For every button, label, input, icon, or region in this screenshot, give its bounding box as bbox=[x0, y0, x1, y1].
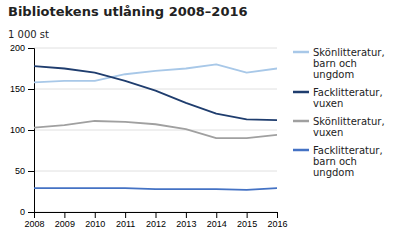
y-tick-mark bbox=[28, 171, 34, 172]
y-tick-label: 150 bbox=[10, 84, 25, 94]
chart: Bibliotekens utlåning 2008–2016200820092… bbox=[0, 0, 393, 234]
lines bbox=[34, 64, 277, 189]
x-tick: 2012 bbox=[146, 212, 166, 229]
legend-item: Skönlitteratur,barn ochungdom bbox=[293, 47, 385, 80]
x-tick-mark bbox=[95, 212, 96, 218]
legend-swatch bbox=[293, 120, 309, 123]
y-tick: 150 bbox=[10, 84, 34, 94]
y-tick: 200 bbox=[10, 43, 34, 53]
grid-line bbox=[34, 48, 277, 49]
plot: 2008 2009 2010 2011 2012 2013 2014 2015 2016 0 50 1… bbox=[10, 43, 288, 229]
x-tick-label: 2012 bbox=[146, 219, 166, 229]
legend-swatch bbox=[293, 51, 309, 54]
legend-swatch bbox=[293, 91, 309, 94]
x-tick-mark bbox=[125, 212, 126, 218]
x-tick: 2010 bbox=[85, 212, 105, 229]
x-axis: 2008 2009 2010 2011 2012 2013 2014 2015 2016 bbox=[24, 212, 287, 229]
x-tick-label: 2014 bbox=[207, 219, 227, 229]
legend-swatch bbox=[293, 149, 309, 152]
x-tick-label: 2008 bbox=[24, 219, 44, 229]
grid bbox=[34, 48, 277, 212]
y-axis: 0 50 100 150 200 bbox=[10, 43, 35, 217]
y-tick: 0 bbox=[20, 207, 34, 217]
y-tick: 50 bbox=[15, 166, 34, 176]
y-tick-label: 0 bbox=[20, 207, 25, 217]
legend-label: Facklitteratur,vuxen bbox=[313, 87, 383, 109]
x-tick-label: 2013 bbox=[176, 219, 196, 229]
series-line bbox=[34, 188, 277, 190]
legend-label: Facklitteratur,barn ochungdom bbox=[313, 145, 383, 178]
grid-line bbox=[34, 89, 277, 90]
title: Bibliotekens utlåning 2008–2016 bbox=[8, 4, 248, 19]
y-tick-label: 200 bbox=[10, 43, 25, 53]
x-tick-mark bbox=[186, 212, 187, 218]
x-axis-line bbox=[35, 213, 278, 219]
x-tick-mark bbox=[64, 212, 65, 218]
x-tick-label: 2011 bbox=[116, 219, 135, 229]
grid-line bbox=[34, 130, 277, 131]
series-line bbox=[34, 121, 277, 138]
legend-label: Skönlitteratur,vuxen bbox=[313, 116, 385, 138]
y-axis-label: 1 000 st bbox=[8, 29, 49, 40]
y-tick: 100 bbox=[10, 125, 34, 135]
x-tick-label: 2015 bbox=[237, 219, 257, 229]
x-tick-label: 2009 bbox=[55, 219, 75, 229]
series-line bbox=[34, 64, 277, 82]
y-axis-line bbox=[28, 49, 35, 213]
y-tick-mark bbox=[28, 89, 34, 90]
x-tick: 2015 bbox=[237, 212, 257, 229]
x-tick: 2013 bbox=[176, 212, 196, 229]
x-tick-mark bbox=[216, 212, 217, 218]
x-tick: 2016 bbox=[267, 212, 287, 229]
x-tick: 2014 bbox=[207, 212, 227, 229]
x-tick-mark bbox=[156, 212, 157, 218]
series-line bbox=[34, 66, 277, 120]
x-tick-label: 2016 bbox=[267, 219, 287, 229]
y-tick-mark bbox=[28, 48, 34, 49]
x-tick: 2011 bbox=[116, 212, 135, 229]
legend-item: Skönlitteratur,vuxen bbox=[293, 116, 385, 138]
x-tick: 2009 bbox=[55, 212, 75, 229]
legend-label: Skönlitteratur,barn ochungdom bbox=[313, 47, 385, 80]
legend-item: Facklitteratur,vuxen bbox=[293, 87, 383, 109]
legend: Skönlitteratur,barn ochungdom Facklittera… bbox=[293, 47, 385, 178]
y-tick-label: 100 bbox=[10, 125, 25, 135]
x-tick-label: 2010 bbox=[85, 219, 105, 229]
x-tick: 2008 bbox=[24, 212, 44, 229]
grid-line bbox=[34, 171, 277, 172]
x-tick-mark bbox=[247, 212, 248, 218]
y-tick-mark bbox=[28, 212, 34, 213]
legend-item: Facklitteratur,barn ochungdom bbox=[293, 145, 383, 178]
y-tick-label: 50 bbox=[15, 166, 25, 176]
x-tick-mark bbox=[277, 212, 278, 218]
y-tick-mark bbox=[28, 130, 34, 131]
